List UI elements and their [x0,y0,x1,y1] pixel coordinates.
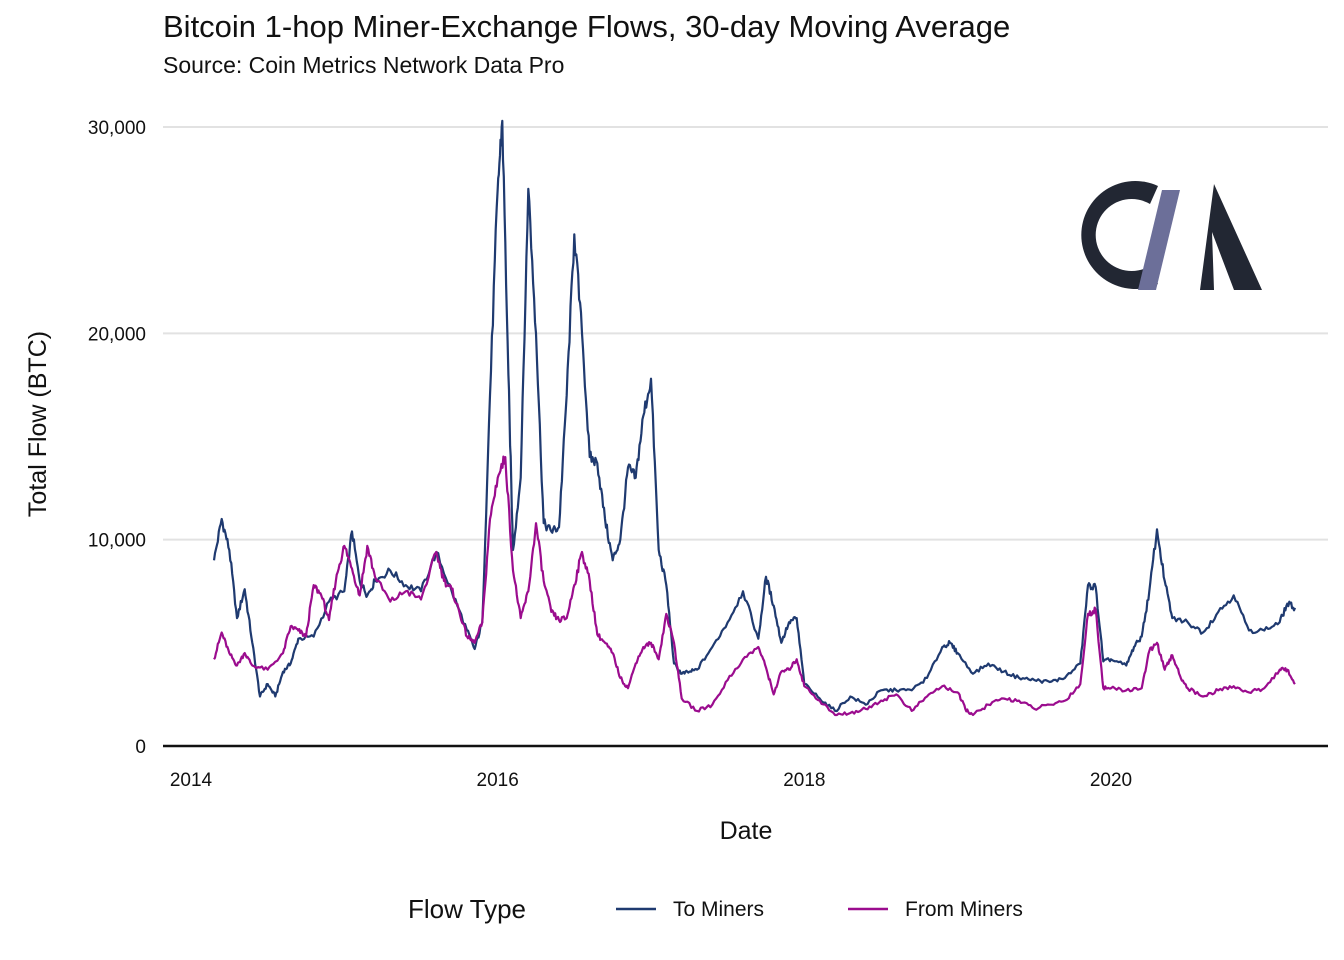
cm-logo [1081,181,1262,290]
series-line-from-miners [213,455,1296,717]
x-tick-label: 2018 [783,770,825,791]
legend-label-from-miners: From Miners [905,898,1023,921]
y-axis-title: Total Flow (BTC) [24,331,52,517]
x-tick-label: 2014 [170,770,213,791]
legend-label-to-miners: To Miners [673,898,764,921]
series-lines [212,119,1297,717]
y-axis: 0 10,000 20,000 30,000 [88,118,146,758]
y-tick-label: 10,000 [88,531,146,552]
x-tick-label: 2020 [1090,770,1132,791]
chart-title: Bitcoin 1-hop Miner-Exchange Flows, 30-d… [163,9,1011,44]
logo-slash-shape [1138,190,1180,290]
legend-title: Flow Type [408,894,526,924]
logo-c-shape [1081,181,1158,289]
logo-m-shape [1200,184,1262,290]
gridlines [163,126,1328,541]
chart-subtitle: Source: Coin Metrics Network Data Pro [163,52,565,78]
series-line-to-miners [212,119,1297,713]
y-tick-label: 30,000 [88,118,146,139]
x-axis-title: Date [720,817,773,845]
x-axis: 2014 2016 2018 2020 [170,770,1132,791]
y-tick-label: 20,000 [88,324,146,345]
x-tick-label: 2016 [477,770,519,791]
y-tick-label: 0 [135,737,146,758]
legend: Flow Type To Miners From Miners [408,894,1023,924]
